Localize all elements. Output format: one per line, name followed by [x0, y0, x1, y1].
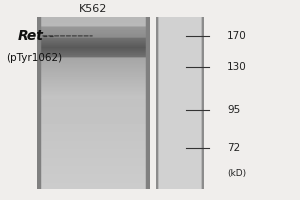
- Text: (kD): (kD): [227, 169, 246, 178]
- Text: (pTyr1062): (pTyr1062): [6, 53, 62, 63]
- Text: 130: 130: [227, 62, 247, 72]
- Text: Ret: Ret: [18, 29, 44, 43]
- Text: 170: 170: [227, 31, 247, 41]
- Text: 72: 72: [227, 143, 241, 153]
- Text: 95: 95: [227, 105, 241, 115]
- Text: K562: K562: [79, 4, 108, 14]
